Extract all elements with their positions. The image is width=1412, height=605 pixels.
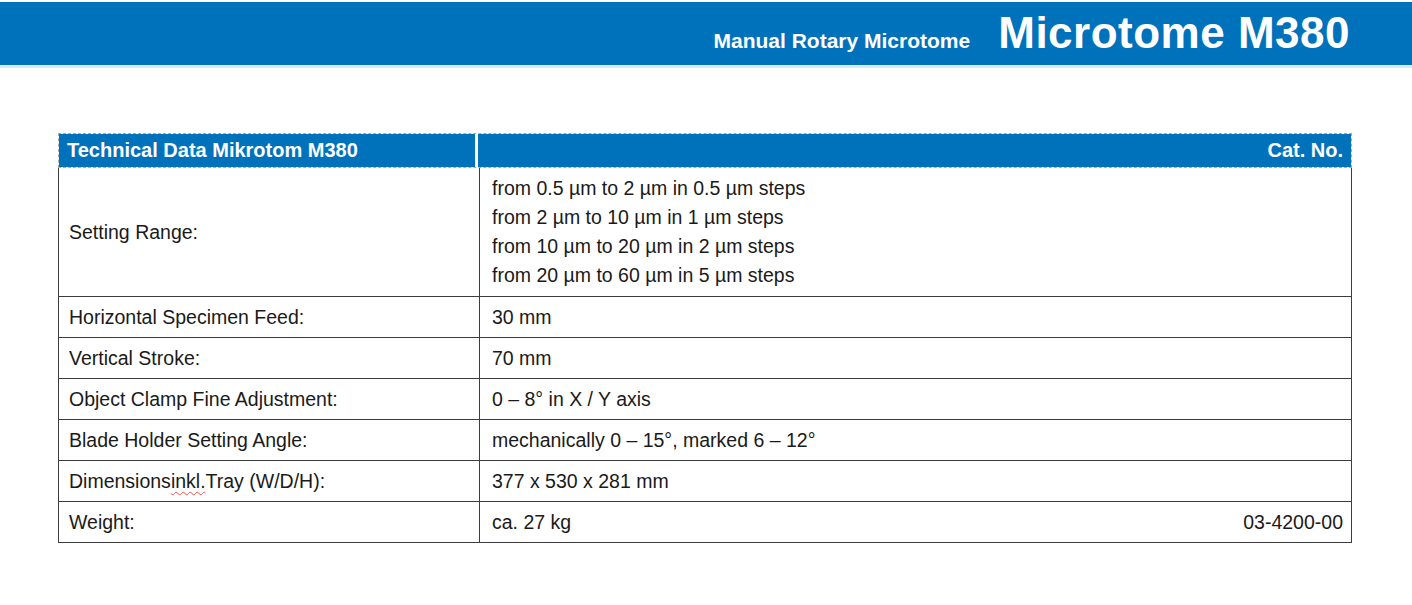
setting-range-line-3: from 10 µm to 20 µm in 2 µm steps — [492, 232, 805, 261]
row-label: Vertical Stroke: — [59, 338, 479, 378]
table-row-object-clamp-fine-adjustment: Object Clamp Fine Adjustment: 0 – 8° in … — [59, 378, 1351, 419]
brand-header-bar: Manual Rotary Microtome Microtome M380 — [0, 2, 1412, 68]
row-value: ca. 27 kg 03-4200-00 — [479, 502, 1351, 542]
row-label: Dimensions inkl. Tray (W/D/H): — [59, 461, 479, 501]
row-value: from 0.5 µm to 2 µm in 0.5 µm steps from… — [479, 168, 1351, 296]
setting-range-line-1: from 0.5 µm to 2 µm in 0.5 µm steps — [492, 174, 805, 203]
table-row-horizontal-specimen-feed: Horizontal Specimen Feed: 30 mm — [59, 296, 1351, 337]
row-value: 377 x 530 x 281 mm — [479, 461, 1351, 501]
dimensions-label-suffix: Tray (W/D/H): — [206, 470, 326, 493]
cat-no-value: 03-4200-00 — [1243, 511, 1343, 534]
table-body: Setting Range: from 0.5 µm to 2 µm in 0.… — [58, 168, 1352, 543]
row-value: 70 mm — [479, 338, 1351, 378]
row-label: Setting Range: — [59, 168, 479, 296]
row-value: mechanically 0 – 15°, marked 6 – 12° — [479, 420, 1351, 460]
dimensions-label-misspelled-word: inkl. — [171, 470, 206, 493]
table-row-setting-range: Setting Range: from 0.5 µm to 2 µm in 0.… — [59, 168, 1351, 296]
row-label: Weight: — [59, 502, 479, 542]
technical-data-table: Technical Data Mikrotom M380 Cat. No. Se… — [58, 133, 1352, 543]
row-label: Object Clamp Fine Adjustment: — [59, 379, 479, 419]
product-subtitle: Manual Rotary Microtome — [714, 11, 971, 71]
dimensions-label-prefix: Dimensions — [69, 470, 171, 493]
setting-range-lines: from 0.5 µm to 2 µm in 0.5 µm steps from… — [492, 174, 805, 290]
table-row-dimensions: Dimensions inkl. Tray (W/D/H): 377 x 530… — [59, 460, 1351, 501]
setting-range-line-2: from 2 µm to 10 µm in 1 µm steps — [492, 203, 805, 232]
table-header-title: Technical Data Mikrotom M380 — [59, 134, 478, 167]
table-row-vertical-stroke: Vertical Stroke: 70 mm — [59, 337, 1351, 378]
setting-range-line-4: from 20 µm to 60 µm in 5 µm steps — [492, 261, 805, 290]
row-value: 0 – 8° in X / Y axis — [479, 379, 1351, 419]
table-header-cat-no: Cat. No. — [478, 134, 1351, 167]
product-title: Microtome M380 — [998, 2, 1350, 64]
table-header-row: Technical Data Mikrotom M380 Cat. No. — [58, 133, 1352, 168]
weight-value: ca. 27 kg — [492, 511, 571, 534]
table-row-weight: Weight: ca. 27 kg 03-4200-00 — [59, 501, 1351, 542]
row-label: Blade Holder Setting Angle: — [59, 420, 479, 460]
row-label: Horizontal Specimen Feed: — [59, 297, 479, 337]
table-row-blade-holder-setting-angle: Blade Holder Setting Angle: mechanically… — [59, 419, 1351, 460]
row-value: 30 mm — [479, 297, 1351, 337]
